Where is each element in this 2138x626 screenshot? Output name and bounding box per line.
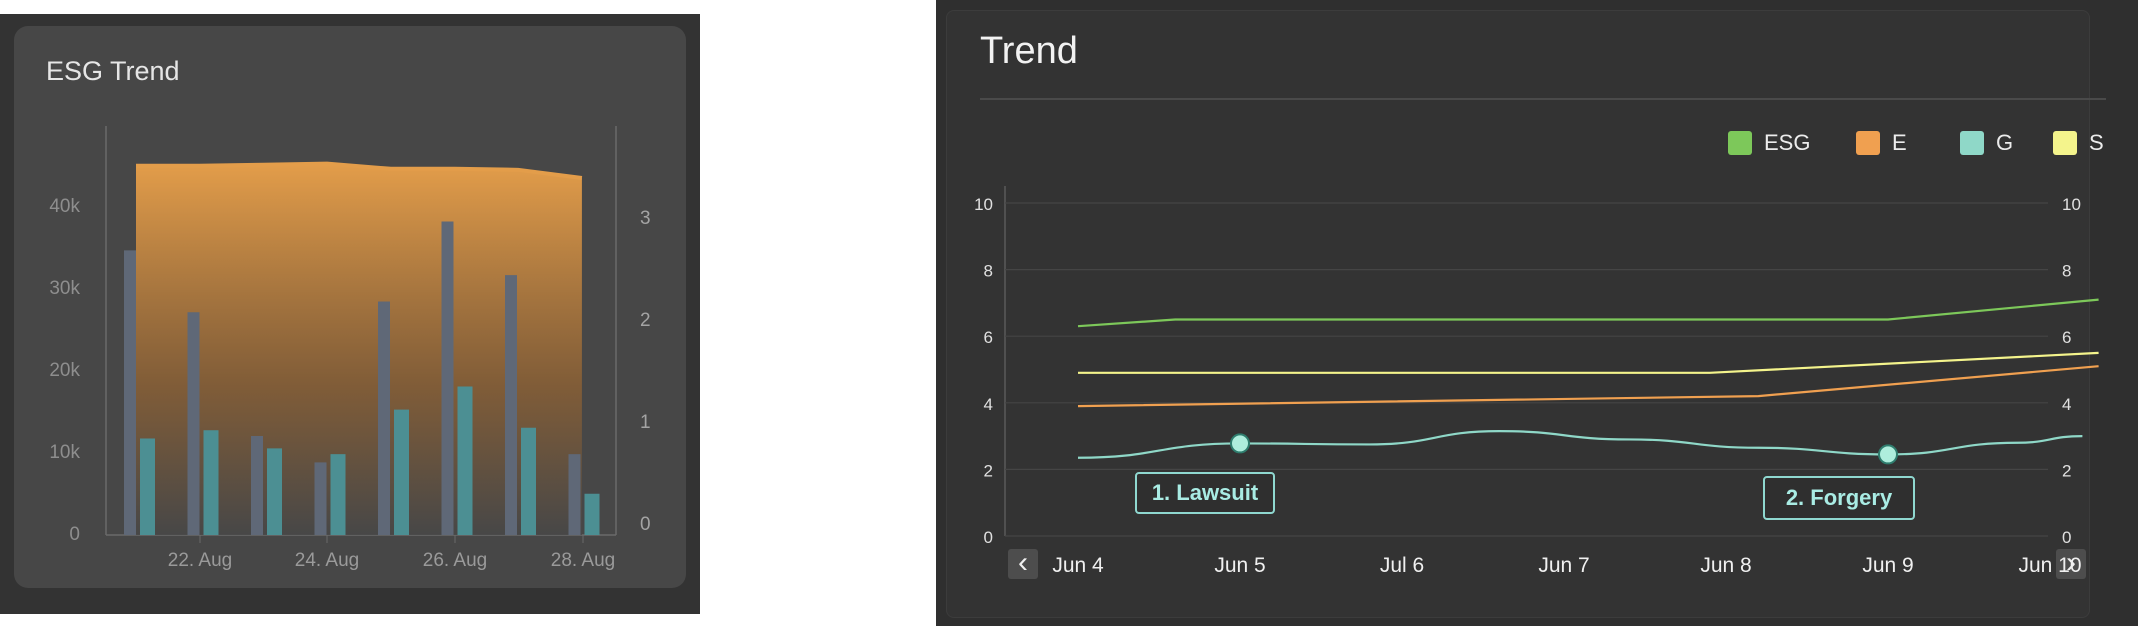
bar <box>203 430 219 535</box>
series-line-g <box>1077 430 2083 459</box>
bar <box>330 454 346 535</box>
legend-item-esg[interactable]: ESG <box>1728 130 1810 156</box>
bar <box>378 301 390 535</box>
y-tick-label: 2 <box>2062 461 2071 480</box>
legend-label: G <box>1996 130 2014 155</box>
bar <box>521 427 536 535</box>
chevron-right-icon[interactable]: › <box>2056 548 2086 579</box>
y-tick-label: 6 <box>2062 328 2071 347</box>
y-tick-label: 0 <box>2062 528 2071 547</box>
bar <box>140 438 155 535</box>
annotation-label[interactable]: 2. Forgery <box>1763 476 1915 520</box>
y-tick-label: 0 <box>984 528 993 547</box>
annotation-marker <box>1230 433 1250 454</box>
bar <box>568 454 581 535</box>
y-tick-label: 20k <box>49 360 80 381</box>
y-tick-label: 2 <box>984 461 993 480</box>
chart-title: ESG Trend <box>46 56 180 86</box>
legend-label: S <box>2089 130 2104 155</box>
y-tick-label: 8 <box>984 262 993 281</box>
annotation-label[interactable]: 1. Lawsuit <box>1135 472 1275 514</box>
bar <box>314 462 327 535</box>
series-line-s <box>1078 351 2099 374</box>
y-tick-label: 0 <box>640 514 651 535</box>
x-tick-label: 26. Aug <box>423 550 487 571</box>
y-tick-label: 3 <box>640 208 651 229</box>
y-tick-label: 6 <box>984 328 993 347</box>
bar <box>505 275 517 535</box>
bar <box>394 409 409 535</box>
bar <box>457 386 473 535</box>
y-tick-label: 30k <box>49 278 80 299</box>
title-divider <box>980 98 2106 100</box>
area-series-line <box>136 161 583 181</box>
x-tick-label: 22. Aug <box>168 550 232 571</box>
series-line-e <box>1077 365 2099 408</box>
bar <box>251 436 263 535</box>
bar <box>584 493 600 535</box>
legend-item-e[interactable]: E <box>1856 130 1907 156</box>
x-tick-label: 28. Aug <box>551 550 615 571</box>
bar <box>267 448 282 535</box>
y-tick-label: 10 <box>2062 195 2081 214</box>
bar <box>187 312 200 535</box>
y-tick-label: 1 <box>640 412 651 433</box>
y-tick-label: 4 <box>984 395 993 414</box>
x-tick-label: Jun 4 <box>1052 554 1104 577</box>
x-tick-label: Jun 8 <box>1700 554 1751 577</box>
x-tick-label: Jun 5 <box>1214 554 1265 577</box>
x-tick-label: 24. Aug <box>295 550 359 571</box>
legend-swatch <box>1960 131 1984 155</box>
legend-item-g[interactable]: G <box>1960 130 2013 156</box>
chart-title: Trend <box>980 30 1078 72</box>
legend-label: E <box>1892 130 1907 155</box>
y-tick-label: 4 <box>2062 395 2071 414</box>
legend-label: ESG <box>1764 130 1811 155</box>
x-tick-label: Jun 9 <box>1862 554 1913 577</box>
annotation-marker <box>1878 444 1898 465</box>
legend-swatch <box>2053 131 2077 155</box>
legend-swatch <box>1856 131 1880 155</box>
x-tick-label: Jul 6 <box>1380 554 1424 577</box>
bar <box>124 250 136 535</box>
y-tick-label: 8 <box>2062 262 2071 281</box>
series-line-esg <box>1077 298 2099 328</box>
y-tick-label: 10 <box>974 195 993 214</box>
y-tick-label: 10k <box>49 442 80 463</box>
chevron-left-icon[interactable]: ‹ <box>1008 548 1038 579</box>
legend-item-s[interactable]: S <box>2053 130 2104 156</box>
bar <box>441 221 454 535</box>
x-tick-label: Jun 10 <box>2018 554 2081 577</box>
y-tick-label: 0 <box>69 524 80 545</box>
x-tick-label: Jun 7 <box>1538 554 1589 577</box>
legend-swatch <box>1728 131 1752 155</box>
y-tick-label: 40k <box>49 196 80 217</box>
y-tick-label: 2 <box>640 310 651 331</box>
